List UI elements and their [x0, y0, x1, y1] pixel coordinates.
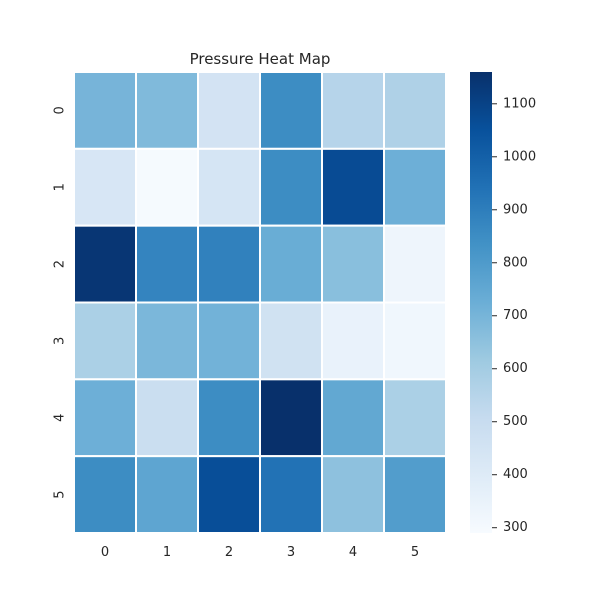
x-tick-label-5: 5 [411, 545, 419, 560]
heatmap-cell-r1-c3 [259, 147, 323, 227]
heatmap-cell-r0-c2 [197, 71, 261, 150]
colorbar-tick-label-2: 500 [503, 414, 528, 429]
heatmap-cell-r3-c1 [135, 301, 199, 381]
colorbar-tick-label-0: 300 [503, 520, 528, 535]
y-axis-ticks: 0 1 2 3 4 5 [53, 106, 68, 498]
colorbar-tick-label-4: 700 [503, 308, 528, 323]
y-tick-label-4: 4 [53, 414, 68, 422]
heatmap-cell-r0-c0 [73, 71, 137, 150]
heatmap-cell-r2-c2 [197, 224, 261, 304]
x-tick-label-1: 1 [163, 545, 171, 560]
colorbar-tick-label-6: 900 [503, 202, 528, 217]
heatmap-cell-r3-c2 [197, 301, 261, 381]
colorbar-tick-label-7: 1000 [503, 149, 536, 164]
colorbar-tick-label-1: 400 [503, 467, 528, 482]
heatmap-cell-r5-c0 [73, 455, 137, 534]
x-tick-label-4: 4 [349, 545, 357, 560]
heatmap-cell-r4-c3 [259, 378, 323, 458]
heatmap-cell-r2-c1 [135, 224, 199, 304]
heatmap-cell-r3-c4 [321, 301, 385, 381]
heatmap-cell-r2-c5 [383, 224, 447, 304]
x-tick-label-2: 2 [225, 545, 233, 560]
heatmap-cell-r0-c3 [259, 71, 323, 150]
heatmap-cell-r5-c1 [135, 455, 199, 534]
heatmap-cell-r4-c1 [135, 378, 199, 458]
heatmap-cell-r1-c5 [383, 147, 447, 227]
heatmap-cell-r2-c3 [259, 224, 323, 304]
heatmap-cell-r0-c1 [135, 71, 199, 150]
heatmap-cell-r1-c2 [197, 147, 261, 227]
y-tick-label-0: 0 [53, 106, 68, 114]
x-axis-ticks: 0 1 2 3 4 5 [101, 545, 419, 560]
colorbar-tick-label-3: 600 [503, 361, 528, 376]
heatmap-cell-r1-c1 [135, 147, 199, 227]
y-tick-label-5: 5 [53, 490, 68, 498]
heatmap-cell-r3-c3 [259, 301, 323, 381]
heatmap-cell-r5-c2 [197, 455, 261, 534]
heatmap-cell-r1-c4 [321, 147, 385, 227]
chart-title: Pressure Heat Map [190, 50, 331, 68]
heatmap-cell-r5-c5 [383, 455, 447, 534]
colorbar-tick-label-8: 1100 [503, 96, 536, 111]
heatmap-cell-r3-c0 [73, 301, 137, 381]
y-tick-label-3: 3 [53, 337, 68, 345]
y-tick-label-2: 2 [53, 260, 68, 268]
x-tick-label-0: 0 [101, 545, 109, 560]
heatmap-cell-r3-c5 [383, 301, 447, 381]
y-tick-label-1: 1 [53, 183, 68, 191]
colorbar [470, 72, 492, 533]
heatmap-cell-r5-c3 [259, 455, 323, 534]
heatmap-cell-r2-c4 [321, 224, 385, 304]
heatmap-cells [73, 71, 447, 534]
heatmap-cell-r4-c4 [321, 378, 385, 458]
heatmap-cell-r4-c0 [73, 378, 137, 458]
heatmap-cell-r4-c5 [383, 378, 447, 458]
heatmap-cell-r0-c5 [383, 71, 447, 150]
heatmap-cell-r1-c0 [73, 147, 137, 227]
x-tick-label-3: 3 [287, 545, 295, 560]
heatmap-cell-r0-c4 [321, 71, 385, 150]
heatmap-cell-r2-c0 [73, 224, 137, 304]
heatmap-cell-r5-c4 [321, 455, 385, 534]
colorbar-tick-label-5: 800 [503, 255, 528, 270]
colorbar-ticks: 300 400 500 600 700 800 900 1000 1100 [492, 96, 536, 535]
heatmap-cell-r4-c2 [197, 378, 261, 458]
